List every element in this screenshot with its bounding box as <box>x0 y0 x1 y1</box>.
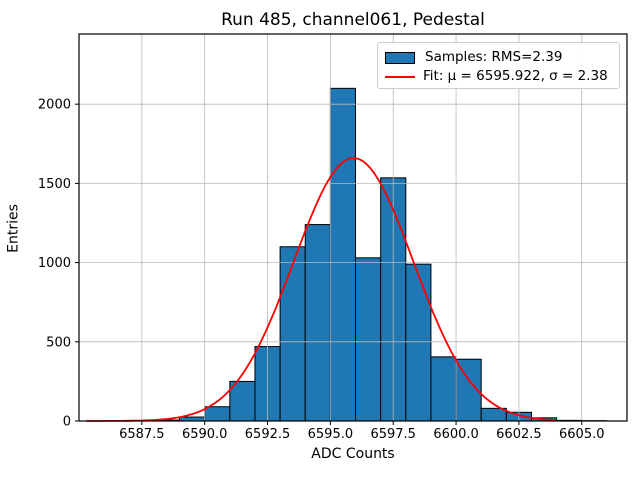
histogram-bar <box>355 257 382 422</box>
histogram-bar <box>304 224 331 422</box>
histogram-bar <box>405 263 432 422</box>
y-tick-label: 500 <box>46 335 71 350</box>
x-tick-label: 6600.0 <box>433 427 479 442</box>
histogram-bar <box>430 356 457 422</box>
histogram-bar <box>480 407 507 422</box>
histogram-bar <box>229 380 256 422</box>
x-tick-label: 6602.5 <box>496 427 542 442</box>
x-tick-label: 6590.0 <box>182 427 228 442</box>
histogram-bar <box>204 406 231 422</box>
x-tick-label: 6587.5 <box>119 427 165 442</box>
y-tick-label: 2000 <box>38 98 71 113</box>
legend-fit-label: Fit: μ = 6595.922, σ = 2.38 <box>423 68 608 84</box>
axes-spines <box>78 33 628 422</box>
x-tick-label: 6595.0 <box>308 427 354 442</box>
x-tick-label: 6597.5 <box>370 427 416 442</box>
x-axis-label: ADC Counts <box>311 446 395 462</box>
x-tick-label: 6592.5 <box>245 427 291 442</box>
legend-item-fit: Fit: μ = 6595.922, σ = 2.38 <box>385 67 611 86</box>
chart-title: Run 485, channel061, Pedestal <box>221 10 485 30</box>
histogram-bar <box>329 87 357 422</box>
y-tick-label: 0 <box>63 415 71 430</box>
legend: Samples: RMS=2.39 Fit: μ = 6595.922, σ =… <box>377 42 620 89</box>
x-tick-label: 6605.0 <box>559 427 605 442</box>
y-axis-label: Entries <box>5 204 22 253</box>
legend-samples-label: Samples: RMS=2.39 <box>425 49 563 65</box>
fit-line-swatch <box>385 75 415 78</box>
y-tick-label: 1500 <box>38 177 71 192</box>
y-tick-label: 1000 <box>38 256 71 271</box>
histogram-swatch <box>385 51 415 64</box>
legend-item-samples: Samples: RMS=2.39 <box>385 48 611 67</box>
fit-curve <box>86 157 557 422</box>
histogram-bar <box>279 246 306 422</box>
